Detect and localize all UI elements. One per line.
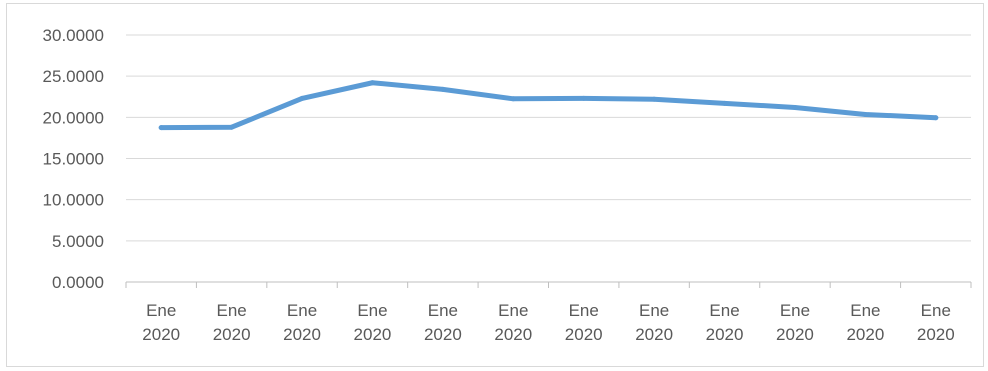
x-tick-label: Ene 2020	[917, 301, 955, 344]
data-point	[440, 86, 446, 92]
x-tick-label: Ene 2020	[494, 301, 532, 344]
data-point	[933, 115, 939, 121]
x-tick-label: Ene 2020	[846, 301, 884, 344]
data-point	[862, 111, 868, 117]
data-point	[158, 125, 164, 131]
x-tick-label: Ene 2020	[706, 301, 744, 344]
series-line	[158, 80, 939, 131]
x-tick-label: Ene 2020	[776, 301, 814, 344]
data-point	[722, 100, 728, 106]
x-tick-label: Ene 2020	[283, 301, 321, 344]
data-point	[792, 104, 798, 110]
y-tick-label: 30.0000	[43, 26, 104, 45]
y-tick-label: 0.0000	[52, 273, 104, 292]
y-tick-label: 20.0000	[43, 108, 104, 127]
x-tick-label: Ene 2020	[213, 301, 251, 344]
x-axis: Ene 2020 Ene 2020 Ene 2020 Ene 2020 Ene 2020 Ene 20…	[125, 281, 972, 344]
data-point	[369, 80, 375, 86]
y-tick-label: 25.0000	[43, 67, 104, 86]
y-tick-label: 10.0000	[43, 191, 104, 210]
chart-frame	[6, 3, 984, 367]
data-point	[581, 95, 587, 101]
data-point	[229, 124, 235, 130]
data-point	[651, 96, 657, 102]
y-tick-label: 15.0000	[43, 150, 104, 169]
x-tick-label: Ene 2020	[142, 301, 180, 344]
data-point	[510, 96, 516, 102]
y-tick-label: 5.0000	[52, 232, 104, 251]
y-axis: 0.0000 5.0000 10.0000 15.0000 20.0000 25.0000…	[43, 26, 104, 292]
data-point	[299, 95, 305, 101]
x-tick-label: Ene 2020	[424, 301, 462, 344]
x-tick-label: Ene 2020	[354, 301, 392, 344]
x-tick-label: Ene 2020	[635, 301, 673, 344]
x-tick-label: Ene 2020	[565, 301, 603, 344]
gridlines	[126, 34, 971, 242]
series-layer	[158, 80, 939, 131]
